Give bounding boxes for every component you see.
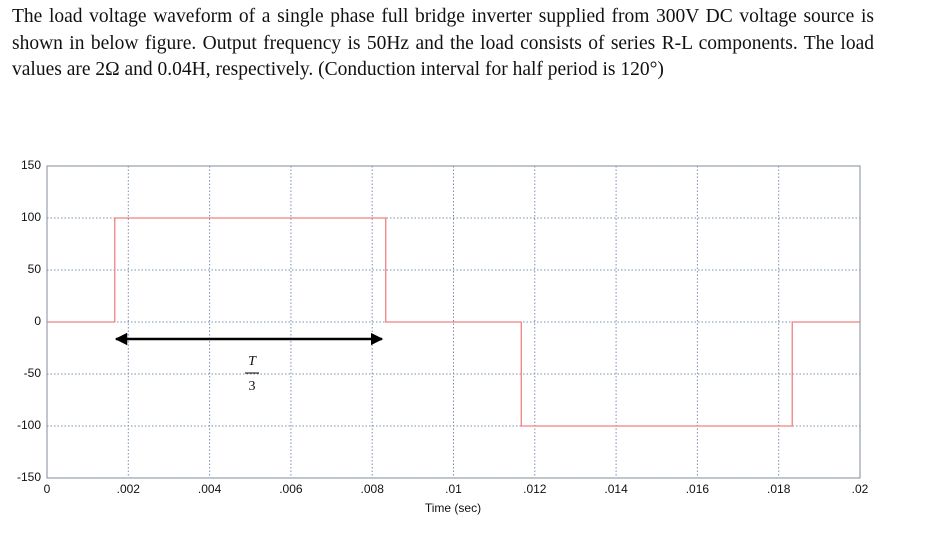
annotation-numerator: T — [248, 354, 257, 369]
question-text: The load voltage waveform of a single ph… — [12, 6, 874, 80]
x-tick-label: .012 — [523, 482, 547, 496]
x-tick-label: .004 — [198, 482, 222, 496]
annotation-denominator: 3 — [249, 379, 256, 394]
x-tick-label: .014 — [604, 482, 628, 496]
y-tick-label: 150 — [21, 158, 41, 172]
x-tick-label: .02 — [852, 482, 869, 496]
y-tick-label: 50 — [28, 262, 42, 276]
x-tick-label: 0 — [44, 482, 51, 496]
x-tick-label: .01 — [445, 482, 462, 496]
x-tick-label: .016 — [686, 482, 710, 496]
x-tick-label: .006 — [279, 482, 303, 496]
x-tick-label: .002 — [117, 482, 141, 496]
x-axis-label: Time (sec) — [425, 501, 481, 515]
y-tick-label: -100 — [17, 418, 41, 432]
waveform — [47, 217, 860, 427]
x-tick-label: .008 — [361, 482, 385, 496]
x-tick-label: .018 — [767, 482, 791, 496]
y-tick-label: 100 — [21, 210, 41, 224]
y-tick-label: 0 — [34, 314, 41, 328]
y-tick-label: -50 — [24, 366, 42, 380]
y-tick-label: -150 — [17, 470, 41, 484]
